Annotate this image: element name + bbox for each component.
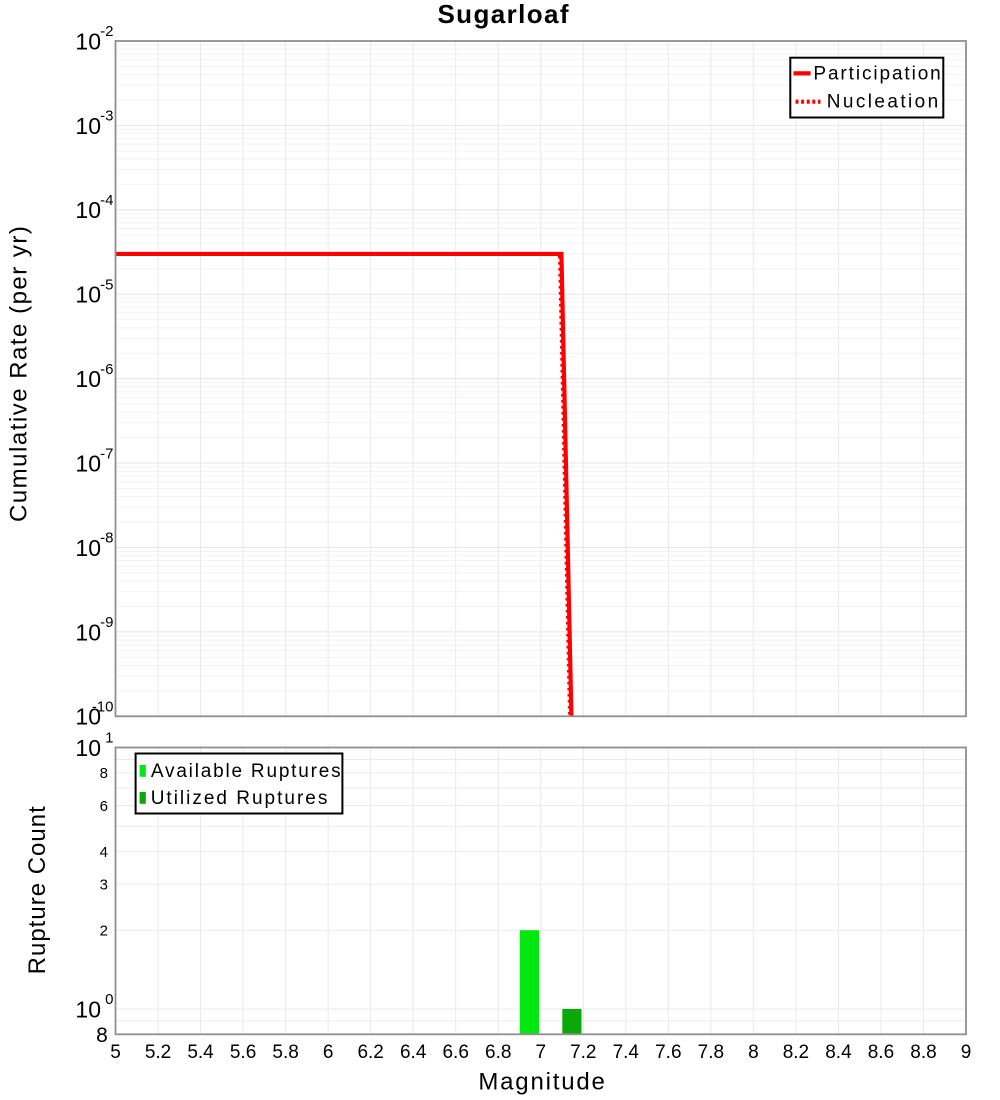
svg-text:10: 10: [75, 535, 101, 561]
svg-text:5.2: 5.2: [145, 1042, 171, 1063]
svg-text:10: 10: [75, 704, 101, 730]
svg-text:7.2: 7.2: [570, 1042, 596, 1063]
svg-text:6.2: 6.2: [357, 1042, 383, 1063]
svg-text:6.6: 6.6: [442, 1042, 468, 1063]
svg-text:7.6: 7.6: [655, 1042, 681, 1063]
svg-text:5.8: 5.8: [272, 1042, 298, 1063]
svg-text:5.4: 5.4: [187, 1042, 214, 1063]
svg-text:10: 10: [75, 619, 101, 645]
svg-text:8.2: 8.2: [783, 1042, 809, 1063]
svg-text:5: 5: [110, 1042, 121, 1063]
svg-text:-4: -4: [100, 192, 113, 209]
svg-text:6: 6: [323, 1042, 334, 1063]
svg-text:10: 10: [75, 282, 101, 308]
svg-text:2: 2: [100, 923, 108, 940]
svg-text:10: 10: [75, 113, 101, 139]
svg-text:5.6: 5.6: [230, 1042, 256, 1063]
svg-text:10: 10: [75, 996, 101, 1022]
svg-text:7.8: 7.8: [698, 1042, 724, 1063]
svg-text:-9: -9: [100, 614, 113, 631]
svg-text:8: 8: [748, 1042, 759, 1063]
svg-text:Magnitude: Magnitude: [478, 1069, 606, 1096]
svg-text:6: 6: [100, 798, 108, 815]
svg-text:Nucleation: Nucleation: [827, 92, 941, 113]
svg-text:Rupture Count: Rupture Count: [24, 805, 51, 974]
svg-text:-3: -3: [100, 108, 113, 125]
svg-text:-6: -6: [100, 361, 113, 378]
svg-text:Available Ruptures: Available Ruptures: [151, 761, 343, 782]
svg-text:-8: -8: [100, 530, 113, 547]
svg-text:7.4: 7.4: [613, 1042, 640, 1063]
svg-text:1: 1: [105, 730, 113, 747]
svg-text:Participation: Participation: [813, 63, 942, 84]
svg-text:Cumulative Rate (per yr): Cumulative Rate (per yr): [5, 225, 32, 522]
svg-text:-5: -5: [100, 276, 113, 293]
svg-text:10: 10: [75, 450, 101, 476]
svg-text:8.6: 8.6: [868, 1042, 894, 1063]
svg-text:-7: -7: [100, 445, 113, 462]
svg-text:-10: -10: [92, 699, 114, 716]
svg-text:Utilized Ruptures: Utilized Ruptures: [151, 788, 330, 809]
svg-text:0: 0: [105, 991, 113, 1008]
svg-text:8: 8: [100, 765, 108, 782]
svg-text:6.8: 6.8: [485, 1042, 511, 1063]
svg-text:9: 9: [961, 1042, 972, 1063]
svg-text:Sugarloaf: Sugarloaf: [437, 0, 570, 29]
svg-text:10: 10: [75, 197, 101, 223]
svg-text:6.4: 6.4: [400, 1042, 427, 1063]
svg-text:8.8: 8.8: [910, 1042, 936, 1063]
svg-text:3: 3: [100, 877, 108, 894]
svg-text:10: 10: [75, 735, 101, 761]
svg-text:7: 7: [535, 1042, 546, 1063]
svg-text:10: 10: [75, 366, 101, 392]
svg-text:8.4: 8.4: [825, 1042, 852, 1063]
svg-text:8: 8: [96, 1024, 108, 1047]
svg-text:-2: -2: [100, 23, 113, 40]
svg-text:10: 10: [75, 28, 101, 54]
svg-text:4: 4: [100, 844, 108, 861]
